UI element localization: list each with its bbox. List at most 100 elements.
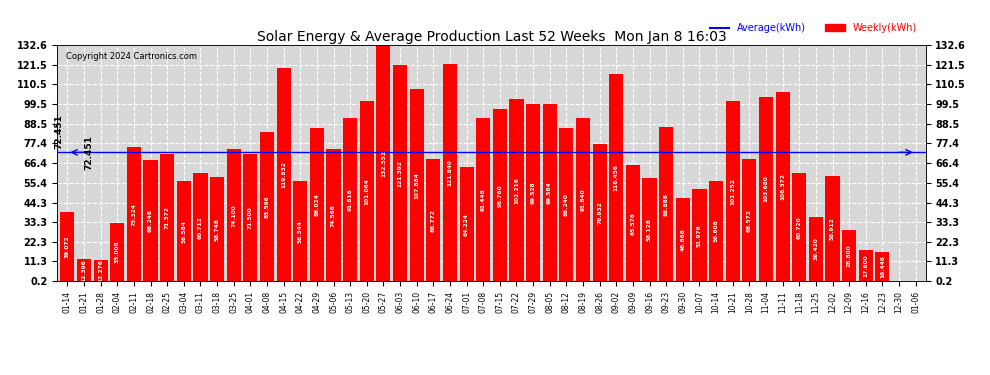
Text: 56.608: 56.608 [714, 220, 719, 243]
Bar [227, 149, 241, 282]
Text: 99.584: 99.584 [547, 182, 552, 204]
Text: 102.216: 102.216 [514, 177, 519, 204]
Text: 12.396: 12.396 [81, 259, 86, 282]
Text: 121.840: 121.840 [447, 159, 452, 186]
Bar [410, 89, 424, 282]
Bar [160, 154, 174, 282]
Bar [177, 181, 191, 282]
Text: 51.976: 51.976 [697, 224, 702, 247]
Text: 99.528: 99.528 [531, 182, 536, 204]
Text: 86.240: 86.240 [564, 193, 569, 216]
Text: 65.576: 65.576 [631, 211, 636, 234]
Bar [110, 223, 125, 282]
Title: Solar Energy & Average Production Last 52 Weeks  Mon Jan 8 16:03: Solar Energy & Average Production Last 5… [256, 30, 727, 44]
Text: 68.248: 68.248 [148, 209, 153, 232]
Text: 46.868: 46.868 [680, 228, 685, 251]
Text: 58.912: 58.912 [830, 217, 835, 240]
Text: 103.680: 103.680 [763, 176, 768, 203]
Bar [709, 181, 723, 282]
Bar [293, 181, 307, 282]
Bar [510, 99, 524, 282]
Bar [443, 64, 457, 282]
Text: 96.760: 96.760 [497, 184, 502, 207]
Text: 101.252: 101.252 [731, 178, 736, 205]
Bar [427, 159, 441, 282]
Text: 116.456: 116.456 [614, 164, 619, 191]
Bar [875, 252, 889, 282]
Bar [543, 104, 556, 282]
Text: 12.276: 12.276 [98, 259, 103, 282]
Text: 91.448: 91.448 [481, 189, 486, 211]
Bar [77, 260, 91, 282]
Text: 91.840: 91.840 [580, 188, 585, 211]
Text: 60.712: 60.712 [198, 216, 203, 239]
Bar [842, 230, 856, 282]
Bar [393, 65, 407, 282]
Bar [759, 97, 773, 282]
Bar [94, 260, 108, 282]
Bar [260, 132, 274, 282]
Bar [459, 167, 473, 282]
Bar [792, 173, 806, 282]
Text: 64.224: 64.224 [464, 213, 469, 236]
Bar [676, 198, 690, 282]
Bar [626, 165, 640, 282]
Bar [327, 148, 341, 282]
Text: 71.500: 71.500 [248, 207, 252, 229]
Text: 74.100: 74.100 [232, 204, 237, 227]
Bar [609, 74, 624, 282]
Text: 86.888: 86.888 [663, 193, 668, 216]
Text: 68.572: 68.572 [746, 209, 751, 232]
Text: 58.128: 58.128 [647, 218, 652, 241]
Bar [493, 109, 507, 282]
Text: 17.600: 17.600 [863, 255, 868, 277]
Bar [593, 144, 607, 282]
Bar [276, 68, 291, 282]
Bar [809, 217, 823, 282]
Text: 107.884: 107.884 [414, 172, 419, 199]
Bar [310, 128, 324, 282]
Text: 86.024: 86.024 [315, 194, 320, 216]
Bar [144, 160, 157, 282]
Text: 16.446: 16.446 [880, 255, 885, 278]
Text: 132.552: 132.552 [381, 150, 386, 177]
Text: 72.451: 72.451 [54, 114, 63, 149]
Bar [659, 127, 673, 282]
Text: 33.008: 33.008 [115, 241, 120, 264]
Bar [210, 177, 224, 282]
Text: 74.568: 74.568 [331, 204, 336, 226]
Bar [359, 101, 374, 282]
Bar [193, 173, 208, 282]
Bar [376, 45, 390, 282]
Text: 68.772: 68.772 [431, 209, 436, 232]
Legend: Average(kWh), Weekly(kWh): Average(kWh), Weekly(kWh) [706, 19, 921, 37]
Text: 119.832: 119.832 [281, 161, 286, 188]
Bar [726, 101, 740, 282]
Text: 58.748: 58.748 [215, 218, 220, 241]
Bar [244, 154, 257, 282]
Bar [127, 147, 141, 282]
Text: 106.372: 106.372 [780, 173, 785, 200]
Bar [858, 250, 873, 282]
Bar [526, 104, 541, 282]
Bar [476, 118, 490, 282]
Text: 121.392: 121.392 [398, 160, 403, 187]
Text: 101.064: 101.064 [364, 178, 369, 205]
Text: 91.816: 91.816 [347, 188, 352, 211]
Text: 76.932: 76.932 [597, 202, 602, 224]
Text: 71.372: 71.372 [164, 207, 169, 230]
Text: 56.584: 56.584 [181, 220, 186, 243]
Bar [60, 212, 74, 282]
Text: 60.720: 60.720 [797, 216, 802, 239]
Text: Copyright 2024 Cartronics.com: Copyright 2024 Cartronics.com [66, 52, 197, 61]
Text: 72.451: 72.451 [84, 135, 93, 170]
Text: 28.800: 28.800 [846, 244, 851, 267]
Bar [742, 159, 756, 282]
Text: 56.344: 56.344 [298, 220, 303, 243]
Text: 36.420: 36.420 [814, 238, 819, 261]
Bar [643, 178, 656, 282]
Bar [559, 128, 573, 282]
Text: 39.072: 39.072 [65, 236, 70, 258]
Bar [576, 118, 590, 282]
Text: 75.324: 75.324 [132, 203, 137, 226]
